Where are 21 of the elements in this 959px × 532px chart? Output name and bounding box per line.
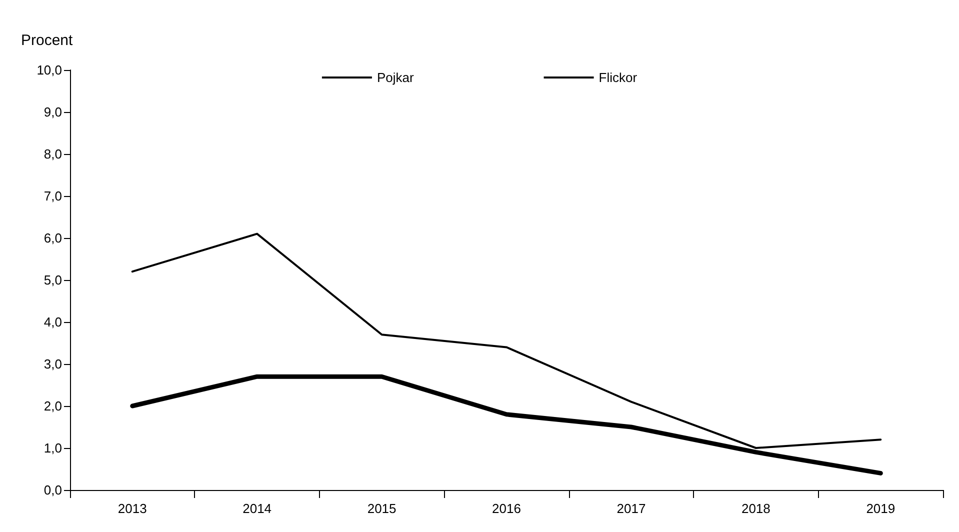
y-tick-label: 8,0 — [44, 146, 62, 162]
y-tick-label: 7,0 — [44, 188, 62, 204]
x-tick-label: 2018 — [741, 501, 770, 516]
y-tick-label: 10,0 — [36, 62, 62, 78]
legend-label: Flickor — [598, 70, 638, 85]
y-tick-label: 5,0 — [44, 272, 62, 288]
x-tick-label: 2019 — [866, 501, 896, 516]
y-axis-title: Procent — [21, 32, 74, 49]
x-tick-label: 2015 — [367, 501, 396, 516]
x-tick-label: 2016 — [492, 501, 521, 516]
x-tick-label: 2017 — [616, 501, 646, 516]
y-tick-label: 9,0 — [44, 104, 62, 120]
y-tick-label: 2,0 — [44, 398, 62, 414]
y-tick-label: 0,0 — [44, 482, 62, 498]
y-tick-label: 3,0 — [44, 356, 62, 372]
x-tick-label: 2013 — [118, 501, 147, 516]
y-tick-label: 1,0 — [44, 440, 62, 456]
y-tick-label: 6,0 — [44, 230, 62, 246]
y-tick-label: 4,0 — [44, 314, 62, 330]
legend-label: Pojkar — [376, 70, 414, 85]
x-tick-label: 2014 — [242, 501, 272, 516]
